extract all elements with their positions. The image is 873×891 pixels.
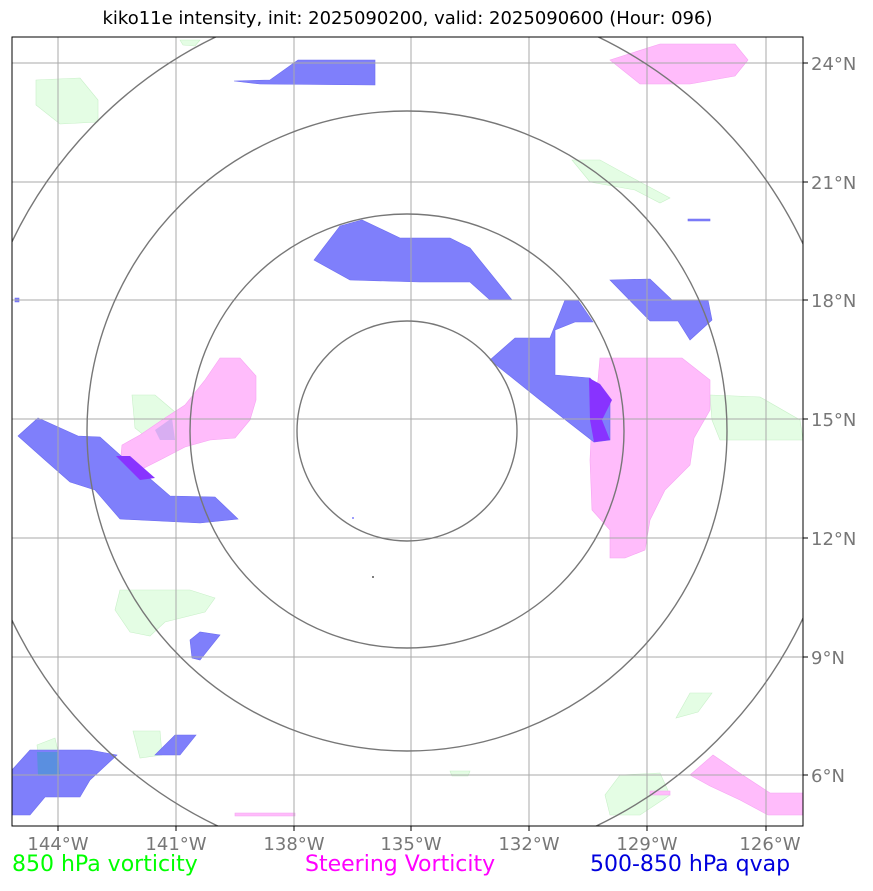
plot-frame: [11, 36, 804, 827]
lat-tick-label: 6°N: [811, 766, 845, 787]
small-dot: [352, 517, 354, 519]
lon-tick-label: 129°W: [616, 834, 677, 855]
lat-tick-label: 21°N: [811, 173, 856, 194]
gridlines: [12, 37, 803, 826]
lon-tick-label: 144°W: [27, 834, 88, 855]
lon-tick-label: 138°W: [263, 834, 324, 855]
overlap-light-regions: [155, 418, 175, 440]
overlap-regions: [116, 378, 612, 480]
steering-vorticity-regions: [119, 43, 803, 817]
qvap-vort-overlap: [37, 752, 60, 775]
lon-tick-label: 141°W: [145, 834, 206, 855]
lat-tick-label: 9°N: [811, 648, 845, 669]
lon-tick-label: 135°W: [380, 834, 441, 855]
lon-tick-label: 126°W: [739, 834, 800, 855]
lon-tick-label: 132°W: [498, 834, 559, 855]
legend-qvap: 500-850 hPa qvap: [590, 852, 791, 877]
lat-tick-label: 18°N: [811, 291, 856, 312]
vorticity-850-regions: [35, 39, 803, 816]
tick-marks: [57, 62, 808, 831]
range-rings: [12, 37, 803, 826]
lat-tick-label: 12°N: [811, 529, 856, 550]
qvap-regions: [12, 59, 713, 816]
lat-tick-label: 15°N: [811, 410, 856, 431]
small-dot: [372, 576, 374, 578]
map-title: kiko11e intensity, init: 2025090200, val…: [102, 8, 713, 29]
lat-tick-label: 24°N: [811, 54, 856, 75]
legend-850-vorticity: 850 hPa vorticity: [12, 852, 198, 877]
legend-steering-vorticity: Steering Vorticity: [305, 852, 496, 877]
